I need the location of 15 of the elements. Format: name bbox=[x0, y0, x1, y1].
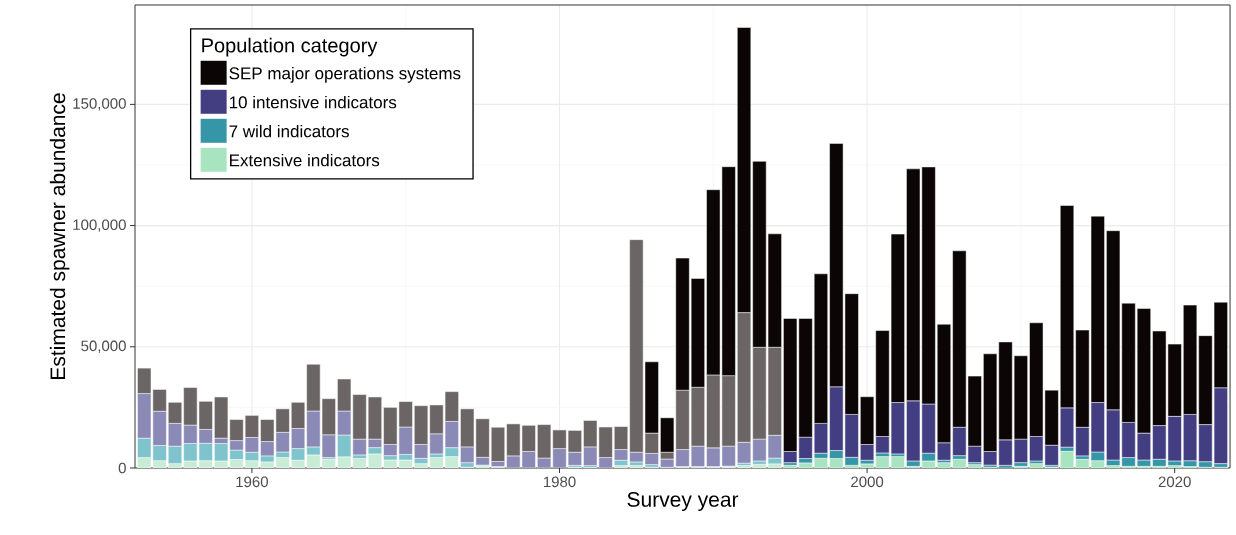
y-axis-title: Estimated spawner abundance bbox=[49, 93, 70, 379]
x-axis-title: Survey year bbox=[627, 492, 739, 512]
legend-label: 10 intensive indicators bbox=[229, 95, 397, 109]
legend-title: Population category bbox=[202, 37, 378, 57]
legend-label: 7 wild indicators bbox=[229, 124, 349, 138]
legend-label: Extensive indicators bbox=[230, 153, 380, 167]
x-tick-label: 2000 bbox=[851, 476, 884, 488]
x-tick-label: 1980 bbox=[543, 476, 576, 488]
y-tick-label: 150,000 bbox=[73, 98, 126, 111]
x-tick-label: 1960 bbox=[236, 476, 268, 488]
y-tick-label: 0 bbox=[118, 462, 126, 474]
legend-label: SEP major operations systems bbox=[229, 66, 461, 83]
y-tick-label: 50,000 bbox=[81, 340, 126, 353]
y-tick-label: 100,000 bbox=[73, 219, 126, 232]
x-tick-label: 2020 bbox=[1158, 476, 1191, 488]
